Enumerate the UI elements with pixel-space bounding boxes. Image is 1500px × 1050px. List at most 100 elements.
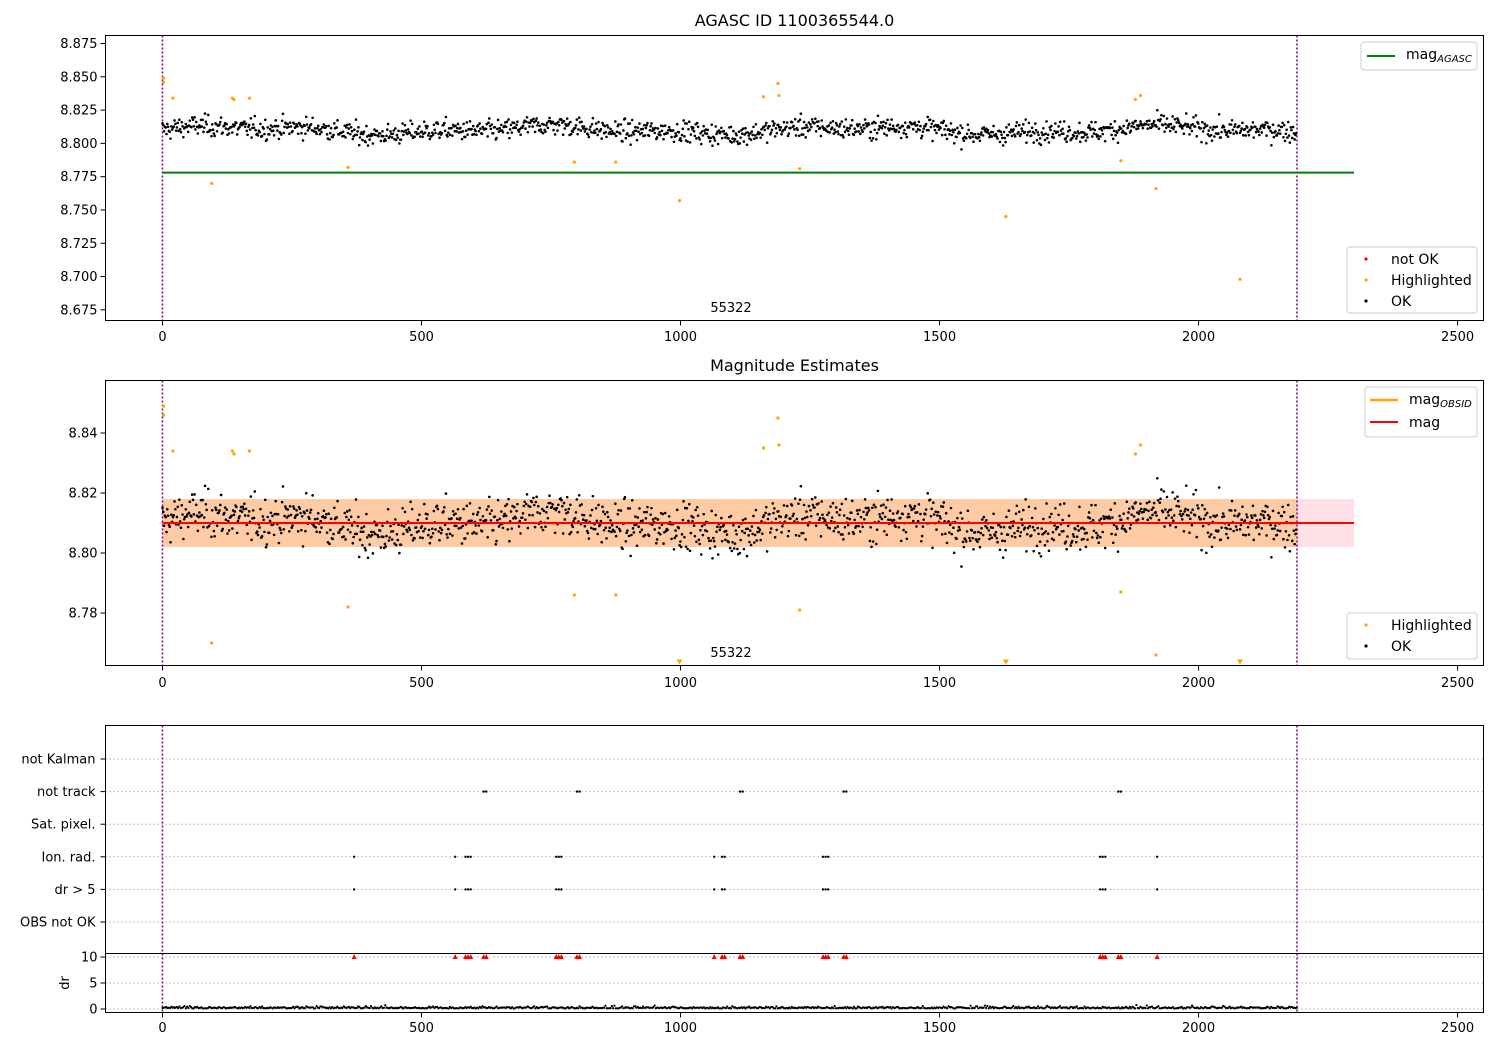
ok-point [722, 129, 726, 133]
ok-point [998, 548, 1002, 552]
highlighted-point [171, 96, 175, 100]
ok-point [993, 534, 997, 537]
ok-point [443, 121, 446, 125]
ok-point [797, 534, 801, 538]
ok-point [945, 137, 949, 141]
ok-point [1283, 139, 1287, 143]
ok-point [1225, 527, 1229, 531]
ok-point [919, 124, 922, 128]
ok-point [485, 508, 489, 511]
ok-point [680, 533, 684, 536]
flag-point [469, 888, 472, 891]
ok-point [524, 120, 528, 123]
ok-point [247, 123, 251, 127]
ok-point [822, 517, 825, 520]
ok-point [439, 526, 442, 530]
ok-point [587, 537, 591, 540]
ok-point [1032, 549, 1036, 553]
ok-point [842, 125, 846, 129]
ok-point [737, 130, 741, 133]
ok-point [304, 115, 308, 119]
ok-point [666, 528, 669, 532]
ok-point [864, 122, 868, 125]
ok-point [422, 529, 425, 533]
ok-point [1091, 536, 1094, 539]
ok-point [1206, 133, 1210, 136]
ok-point [1192, 492, 1195, 496]
ok-point [1286, 136, 1289, 139]
ok-point [461, 130, 465, 133]
ok-point [1265, 534, 1268, 537]
ok-point [1189, 511, 1193, 514]
highlighted-point [798, 608, 802, 612]
ok-point [1273, 527, 1276, 530]
ok-point [695, 137, 698, 140]
ok-point [262, 127, 265, 130]
ok-point [917, 120, 921, 124]
highlighted-point [761, 446, 766, 450]
ok-point [337, 531, 341, 535]
ok-point [936, 514, 939, 517]
ok-point [838, 122, 842, 126]
ok-point [1266, 513, 1270, 517]
ok-point [349, 515, 353, 518]
dr-point [921, 1004, 924, 1008]
ok-point [610, 530, 613, 534]
ok-point [454, 124, 457, 128]
ok-point [1086, 136, 1089, 139]
ok-point [1205, 124, 1209, 127]
ok-point [744, 517, 747, 521]
ok-point [987, 132, 991, 135]
ok-point [313, 517, 317, 521]
ok-point [1285, 128, 1288, 131]
ok-point [715, 132, 718, 136]
ok-point [944, 124, 948, 128]
ok-point [867, 509, 871, 512]
ok-point [364, 548, 367, 552]
ok-point [519, 532, 522, 535]
ok-point [1286, 120, 1290, 124]
ok-point [1141, 517, 1145, 520]
ok-point [343, 124, 347, 127]
dr-point [495, 1005, 498, 1008]
ok-point [979, 531, 983, 535]
ok-point [1044, 530, 1048, 533]
ok-point [178, 128, 182, 131]
ok-point [899, 516, 902, 520]
ok-point [672, 548, 676, 551]
ok-point [463, 135, 467, 139]
ok-point [872, 503, 876, 507]
ok-point [1275, 533, 1279, 537]
ok-point [341, 525, 345, 529]
ok-point [1155, 125, 1158, 129]
ok-point [838, 513, 841, 517]
ok-point [683, 535, 686, 539]
ok-point [853, 127, 856, 130]
ok-point [321, 515, 325, 518]
ok-point [531, 513, 534, 517]
dr-point [1134, 1007, 1137, 1010]
ok-point [410, 533, 413, 537]
ok-point [883, 125, 887, 129]
ok-point [526, 130, 530, 134]
ok-point [1240, 127, 1243, 130]
ok-point [719, 525, 722, 529]
ok-point [621, 140, 624, 143]
ok-point [1190, 523, 1194, 527]
ok-point [442, 510, 445, 513]
ok-point [445, 533, 449, 536]
ok-point [582, 513, 586, 517]
ok-point [805, 510, 808, 513]
ok-point [991, 130, 995, 134]
ok-point [593, 527, 597, 531]
ok-point [813, 121, 816, 125]
ok-point [565, 117, 569, 120]
ok-point [327, 512, 330, 515]
ok-point [965, 132, 969, 136]
dr-clipped-marker [1154, 954, 1160, 959]
dr-clipped-marker [558, 954, 564, 959]
ok-point [1231, 128, 1235, 132]
ok-point [1046, 136, 1049, 140]
ok-point [789, 126, 792, 130]
ok-point [928, 498, 932, 501]
